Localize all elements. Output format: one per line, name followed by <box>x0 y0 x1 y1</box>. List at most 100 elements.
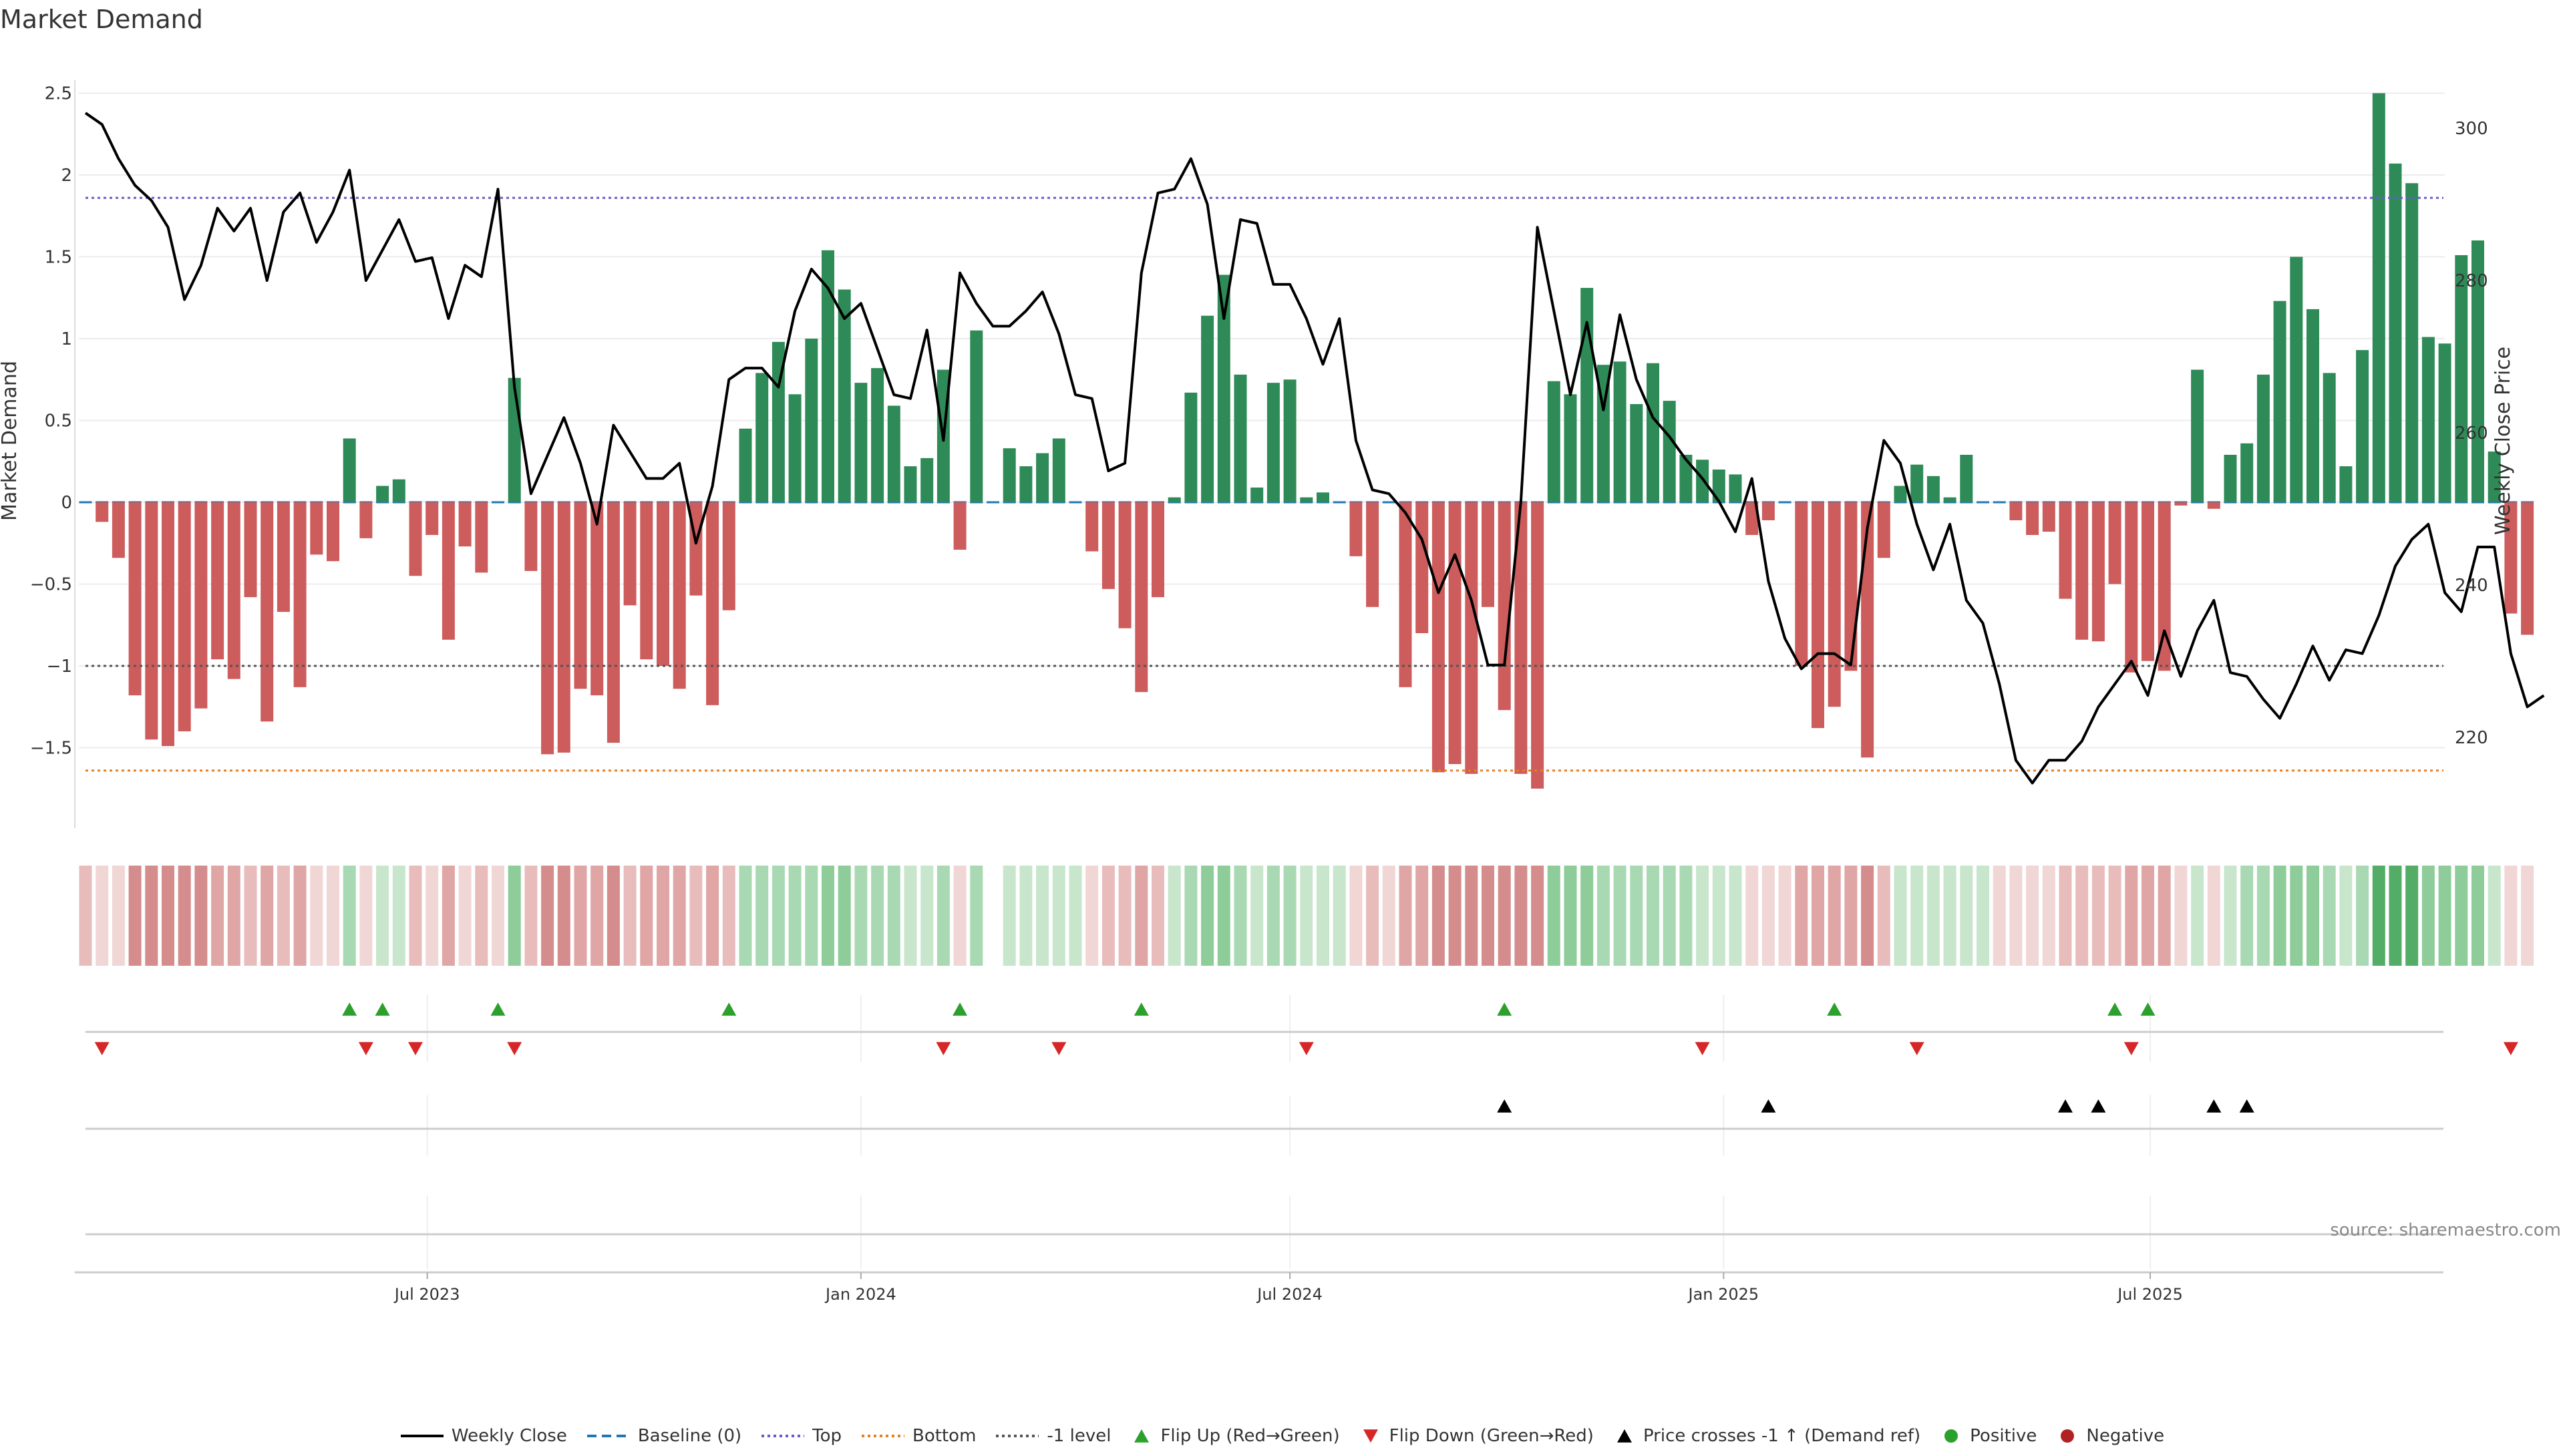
demand-bar <box>1761 502 1775 520</box>
demand-bar <box>2504 502 2518 614</box>
demand-bar <box>2488 451 2501 502</box>
strip-cell <box>2059 866 2072 966</box>
demand-bar <box>2356 350 2369 502</box>
demand-bar <box>2405 183 2419 502</box>
strip-cell <box>162 866 174 966</box>
strip-cell <box>1514 866 1528 966</box>
source-note: source: sharemaestro.com <box>2330 1220 2561 1240</box>
demand-bar <box>2306 309 2319 502</box>
flip-up-marker <box>375 1003 390 1016</box>
flip-down-marker <box>2123 1042 2139 1055</box>
strip-cell <box>739 866 752 966</box>
demand-bar <box>2207 502 2220 509</box>
strip-cell <box>772 866 785 966</box>
demand-bar <box>623 502 637 606</box>
legend-label: Bottom <box>912 1426 977 1446</box>
y-left-tick-label: 2.5 <box>45 84 72 104</box>
legend-item: Flip Up (Red→Green) <box>1131 1426 1340 1446</box>
legend-item: Bottom <box>862 1426 976 1446</box>
legend-label: Positive <box>1970 1426 2037 1446</box>
demand-bar <box>310 502 323 555</box>
strip-cell <box>1977 866 1989 966</box>
strip-cell <box>2256 866 2270 966</box>
strip-cell <box>1861 866 1874 966</box>
price-cross-marker <box>2091 1099 2106 1113</box>
demand-bar <box>822 250 834 502</box>
demand-bar <box>112 502 125 558</box>
demand-bar <box>1349 502 1363 556</box>
legend-triangle-down-symbol <box>1363 1429 1378 1443</box>
strip-cell <box>574 866 587 966</box>
legend-item: Positive <box>1940 1426 2037 1446</box>
demand-bar <box>805 339 818 502</box>
strip-cell <box>2125 866 2138 966</box>
flip-down-marker <box>507 1042 522 1055</box>
strip-cell <box>2042 866 2055 966</box>
flip-down-marker <box>2503 1042 2518 1055</box>
flip-down-marker <box>358 1042 373 1055</box>
legend-symbol <box>1944 1429 1958 1443</box>
flip-down-marker <box>1909 1042 1924 1055</box>
strip-cell <box>1696 866 1709 966</box>
demand-bar <box>1861 502 1874 758</box>
legend-item: Weekly Close <box>400 1426 567 1446</box>
flip-up-marker <box>1134 1003 1149 1016</box>
demand-bar <box>1300 497 1313 502</box>
demand-bar <box>2108 502 2121 584</box>
legend-label: Top <box>812 1426 842 1446</box>
demand-bar <box>2471 240 2484 502</box>
legend-item: Flip Down (Green→Red) <box>1360 1426 1594 1446</box>
price-cross-marker <box>2239 1099 2254 1113</box>
demand-bar <box>442 502 455 640</box>
strip-cell <box>722 866 735 966</box>
demand-bar <box>788 394 802 502</box>
strip-cell <box>508 866 521 966</box>
x-tick-label: Jan 2025 <box>1687 1285 1759 1304</box>
strip-cell <box>2207 866 2220 966</box>
demand-bar <box>178 502 191 731</box>
strip-cell <box>1778 866 1791 966</box>
strip-cell <box>1003 866 1016 966</box>
strip-cell <box>1580 866 1594 966</box>
axes: 2.5 2 1.5 1 0.5 0 −0.5 −1 −1.5 300 280 260 240 220 Jul… <box>30 80 2488 1304</box>
demand-bar <box>1877 502 1890 558</box>
legend-symbol <box>862 1435 905 1437</box>
demand-bar <box>1482 502 1494 607</box>
strip-cell <box>657 866 669 966</box>
strip-cell <box>1234 866 1247 966</box>
strip-cell <box>1630 866 1643 966</box>
strip-cell <box>1547 866 1560 966</box>
strip-cell <box>1647 866 1659 966</box>
flip-up-marker <box>1827 1003 1842 1016</box>
demand-bar <box>343 438 356 502</box>
demand-bar <box>1465 502 1478 774</box>
strip-cell <box>1679 866 1693 966</box>
legend-label: Price crosses -1 ↑ (Demand ref) <box>1643 1426 1921 1446</box>
demand-bar <box>96 502 109 522</box>
strip-cell <box>623 866 637 966</box>
demand-bar <box>1531 502 1544 789</box>
price-cross-marker <box>1497 1099 1512 1113</box>
strip-cell <box>1812 866 1824 966</box>
y-right-tick-label: 300 <box>2455 119 2488 139</box>
demand-bar <box>2290 256 2303 502</box>
demand-bar <box>1168 497 1181 502</box>
demand-bar <box>1712 470 1725 502</box>
strip-cell <box>2339 866 2353 966</box>
strip-cell <box>2389 866 2402 966</box>
strip-cell <box>1201 866 1214 966</box>
strip-cell <box>1250 866 1264 966</box>
demand-bar <box>1696 460 1709 502</box>
legend-symbol <box>1134 1429 1150 1443</box>
demand-bar <box>1003 448 1016 502</box>
x-tick-label: Jul 2024 <box>1256 1285 1323 1304</box>
demand-bar <box>1729 474 1742 502</box>
strip-cell <box>475 866 488 966</box>
strip-cell <box>128 866 142 966</box>
demand-bar <box>541 502 554 755</box>
demand-bar <box>1547 381 1560 502</box>
demand-bar <box>2091 502 2105 642</box>
strip-cell <box>1118 866 1132 966</box>
strip-cell <box>1085 866 1099 966</box>
strip-cell <box>1333 866 1346 966</box>
